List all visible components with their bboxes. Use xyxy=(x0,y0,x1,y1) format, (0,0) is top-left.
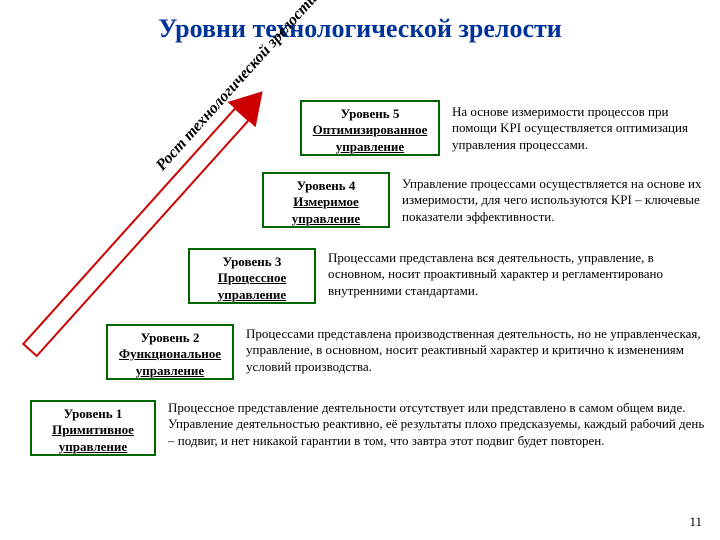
level-5-name: Оптимизированное управление xyxy=(308,122,432,155)
level-5-desc: На основе измеримости процессов при помо… xyxy=(452,104,702,153)
level-3-box: Уровень 3Процессное управление xyxy=(188,248,316,304)
level-1-desc: Процессное представление деятельности от… xyxy=(168,400,706,449)
level-3-desc: Процессами представлена вся деятельность… xyxy=(328,250,704,299)
level-2-box: Уровень 2Функциональное управление xyxy=(106,324,234,380)
level-4-name: Измеримое управление xyxy=(270,194,382,227)
level-1-name: Примитивное управление xyxy=(38,422,148,455)
level-1-title: Уровень 1 xyxy=(38,406,148,422)
level-5-box: Уровень 5Оптимизированное управление xyxy=(300,100,440,156)
level-4-box: Уровень 4Измеримое управление xyxy=(262,172,390,228)
level-1-box: Уровень 1Примитивное управление xyxy=(30,400,156,456)
page-title: Уровни технологической зрелости xyxy=(0,14,720,44)
level-2-name: Функциональное управление xyxy=(114,346,226,379)
level-3-name: Процессное управление xyxy=(196,270,308,303)
level-4-title: Уровень 4 xyxy=(270,178,382,194)
level-5-title: Уровень 5 xyxy=(308,106,432,122)
level-2-title: Уровень 2 xyxy=(114,330,226,346)
level-4-desc: Управление процессами осуществляется на … xyxy=(402,176,702,225)
level-2-desc: Процессами представлена производственная… xyxy=(246,326,706,375)
level-3-title: Уровень 3 xyxy=(196,254,308,270)
page-number: 11 xyxy=(689,514,702,530)
